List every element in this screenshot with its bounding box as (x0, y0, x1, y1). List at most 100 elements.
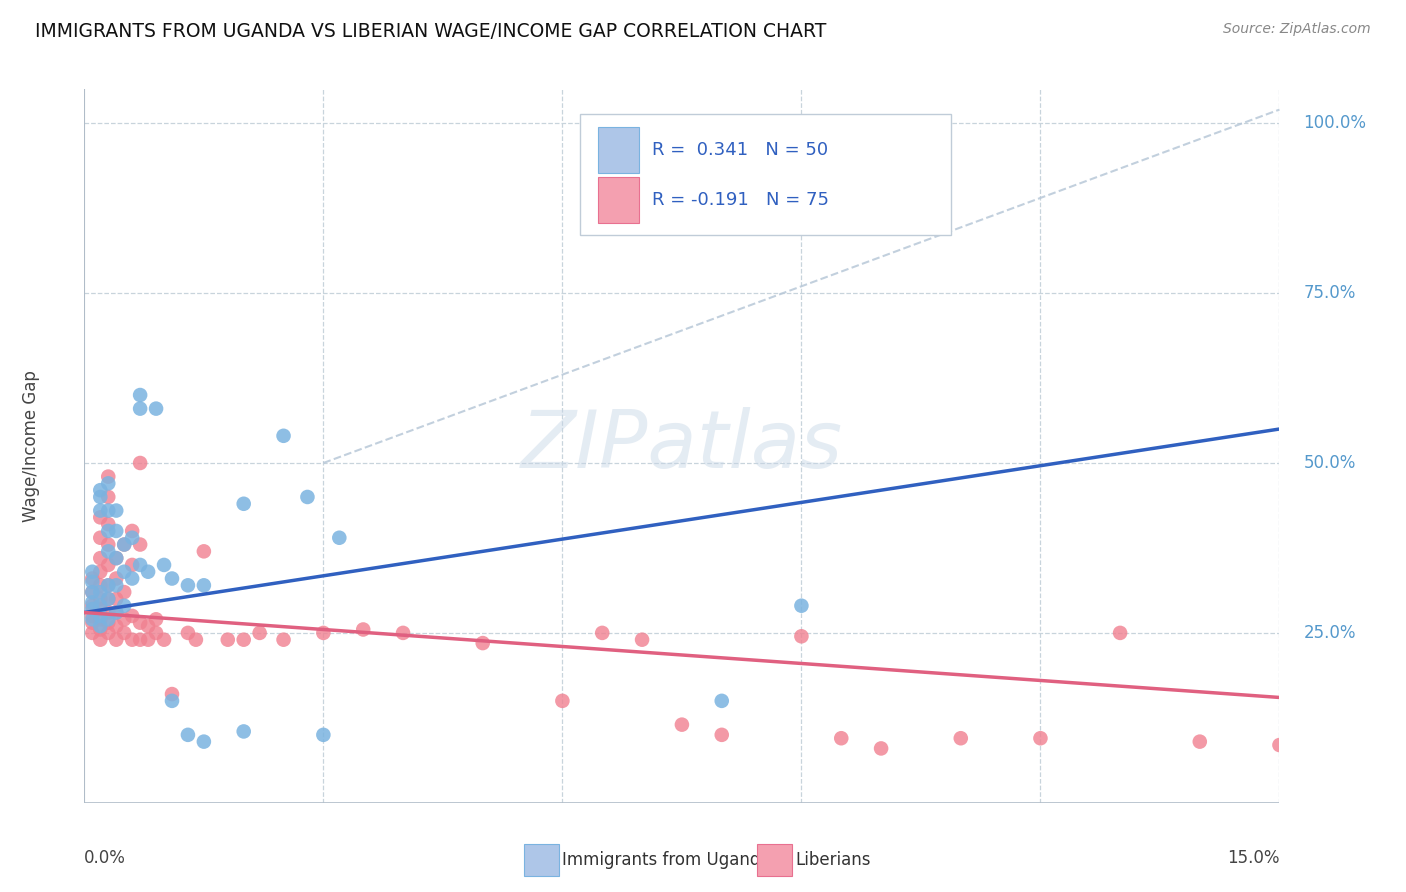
Point (160, 687, 183, 701)
Point (790, 599, 813, 613)
Point (136, 565, 159, 579)
Point (112, 626, 135, 640)
Point (193, 544, 215, 558)
Point (160, 572, 183, 586)
Point (112, 565, 135, 579)
Text: R = -0.191   N = 75: R = -0.191 N = 75 (652, 191, 830, 209)
Point (232, 724, 254, 739)
FancyBboxPatch shape (599, 127, 638, 173)
FancyBboxPatch shape (599, 177, 638, 223)
Point (232, 632, 254, 647)
Point (105, 606, 128, 620)
Point (97, 524, 120, 538)
Point (89, 585, 111, 599)
Point (145, 612, 167, 626)
Point (129, 456, 152, 470)
Point (89, 623, 111, 637)
Point (97, 476, 120, 491)
Point (89, 608, 111, 623)
Text: 0.0%: 0.0% (84, 849, 127, 867)
Point (136, 619, 159, 633)
Point (97, 537, 120, 551)
Point (89, 619, 111, 633)
Point (129, 558, 152, 572)
Point (184, 632, 207, 647)
Text: 75.0%: 75.0% (1303, 284, 1355, 302)
Point (177, 626, 200, 640)
Point (112, 537, 135, 551)
Point (129, 401, 152, 416)
Point (82, 626, 104, 640)
Point (82, 608, 104, 623)
Point (82, 565, 104, 579)
Point (145, 626, 167, 640)
Point (153, 558, 176, 572)
Point (830, 731, 852, 746)
Point (89, 503, 111, 517)
Point (97, 578, 120, 592)
Point (136, 632, 159, 647)
Point (121, 524, 143, 538)
Point (312, 728, 335, 742)
Point (121, 572, 143, 586)
Point (112, 599, 135, 613)
Point (89, 599, 111, 613)
Point (352, 623, 374, 637)
Point (1188, 734, 1211, 748)
Point (249, 626, 271, 640)
Point (82, 602, 104, 616)
Point (471, 636, 494, 650)
Point (631, 632, 654, 647)
Point (710, 728, 733, 742)
Point (273, 632, 295, 647)
Point (105, 551, 128, 566)
Point (89, 531, 111, 545)
Point (105, 578, 128, 592)
Point (129, 537, 152, 551)
Point (82, 599, 104, 613)
Point (121, 558, 143, 572)
Text: Wage/Income Gap: Wage/Income Gap (21, 370, 39, 522)
Point (121, 608, 143, 623)
Point (105, 619, 128, 633)
Point (105, 591, 128, 606)
Point (82, 615, 104, 630)
Point (129, 615, 152, 630)
Point (97, 503, 120, 517)
Point (89, 591, 111, 606)
Point (97, 544, 120, 558)
Point (97, 578, 120, 592)
Point (89, 565, 111, 579)
Point (97, 606, 120, 620)
Point (82, 585, 104, 599)
Point (105, 572, 128, 586)
Point (153, 632, 176, 647)
Point (105, 524, 128, 538)
Point (89, 602, 111, 616)
Point (273, 429, 295, 443)
Point (1268, 738, 1291, 752)
Point (1109, 626, 1132, 640)
Point (89, 490, 111, 504)
Point (97, 626, 120, 640)
Point (177, 578, 200, 592)
Point (312, 626, 335, 640)
Point (145, 401, 167, 416)
Point (671, 717, 693, 731)
Point (112, 612, 135, 626)
Point (328, 531, 350, 545)
Point (177, 728, 200, 742)
Point (97, 615, 120, 630)
Text: 100.0%: 100.0% (1303, 114, 1367, 132)
Point (217, 632, 239, 647)
Text: 50.0%: 50.0% (1303, 454, 1355, 472)
Point (89, 510, 111, 524)
Text: 25.0%: 25.0% (1303, 624, 1355, 642)
Point (82, 574, 104, 589)
Point (97, 490, 120, 504)
Point (82, 585, 104, 599)
Text: Liberians: Liberians (796, 851, 870, 869)
Point (105, 632, 128, 647)
Point (97, 591, 120, 606)
Point (89, 483, 111, 498)
